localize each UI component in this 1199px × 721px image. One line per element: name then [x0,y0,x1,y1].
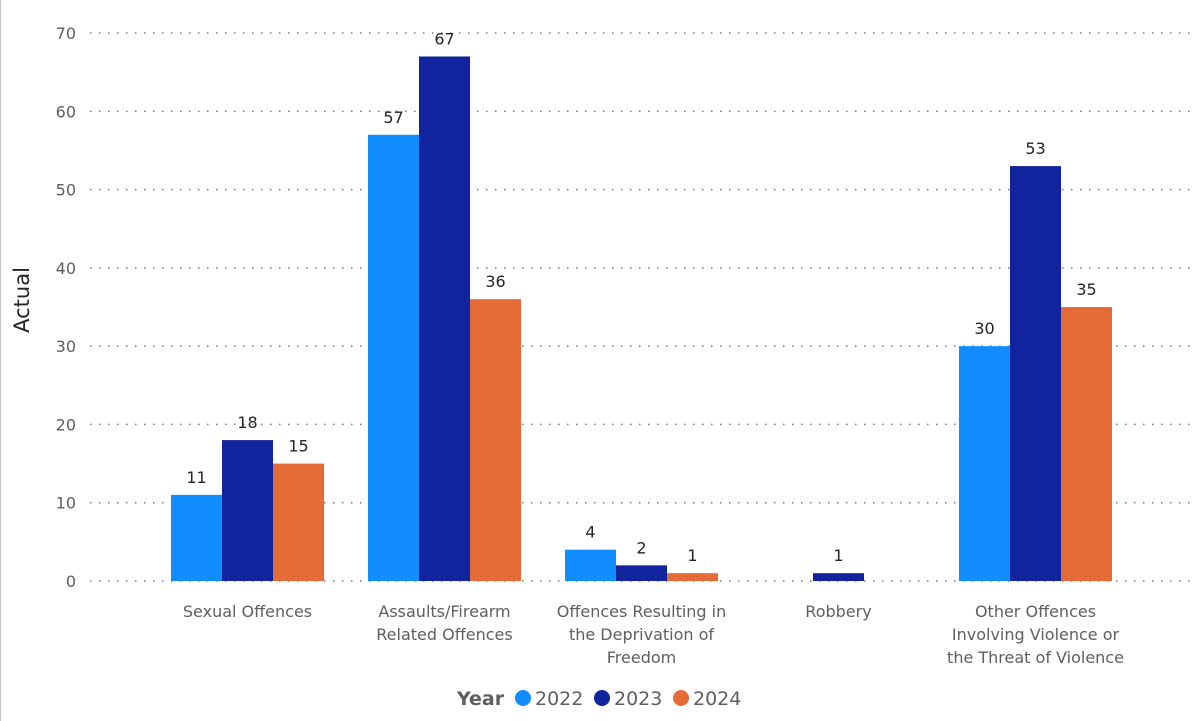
x-category-label: Assaults/Firearm Related Offences [376,602,512,644]
data-label: 35 [1076,280,1096,299]
y-tick-label: 0 [66,572,76,591]
y-axis-ticks: 0 10 20 30 40 50 60 70 [56,24,76,591]
x-category-label: Other Offences Involving Violence or the T… [947,602,1124,667]
legend-marker-2024 [673,690,689,706]
legend-marker-2023 [594,690,610,706]
data-label: 18 [237,413,257,432]
data-label: 1 [833,546,843,565]
bar-2022[interactable] [368,134,419,581]
data-label: 67 [434,29,454,48]
legend[interactable]: Year 2022 2023 2024 [456,688,741,710]
bar-2024[interactable] [1061,307,1112,581]
y-tick-label: 20 [56,415,76,434]
bar-2024[interactable] [470,299,521,581]
data-label: 1 [687,546,697,565]
legend-label-2024[interactable]: 2024 [693,688,741,710]
data-label: 53 [1025,139,1045,158]
data-label: 2 [636,538,646,557]
data-label: 15 [288,437,308,456]
y-tick-label: 30 [56,337,76,356]
x-category-label: Robbery [805,602,871,621]
y-axis-label: Actual [10,267,34,333]
bar-2022[interactable] [565,549,616,581]
bar-2023[interactable] [419,56,470,581]
x-category-label: Offences Resulting in the Deprivation of F… [557,602,727,667]
bar-2023[interactable] [813,573,864,581]
y-tick-label: 60 [56,102,76,121]
data-label: 36 [485,272,505,291]
x-axis-categories: Sexual Offences Assaults/Firearm Related O… [183,602,1124,667]
legend-label-2022[interactable]: 2022 [535,688,583,710]
y-tick-label: 10 [56,494,76,513]
data-label: 30 [974,319,994,338]
bars [171,56,1112,582]
y-tick-label: 50 [56,181,76,200]
left-border [0,0,1,721]
data-label: 4 [585,523,595,542]
legend-marker-2022 [515,690,531,706]
y-tick-label: 70 [56,24,76,43]
bar-2024[interactable] [273,463,324,581]
bar-2023[interactable] [616,565,667,581]
bar-2023[interactable] [222,440,273,581]
data-label: 57 [383,108,403,127]
data-label: 11 [186,468,206,487]
bar-2023[interactable] [1010,166,1061,582]
bar-2022[interactable] [171,494,222,581]
x-category-label: Sexual Offences [183,602,312,621]
y-tick-label: 40 [56,259,76,278]
bar-2022[interactable] [959,346,1010,581]
legend-label-2023[interactable]: 2023 [614,688,662,710]
bar-2024[interactable] [667,573,718,581]
legend-title: Year [456,688,505,710]
